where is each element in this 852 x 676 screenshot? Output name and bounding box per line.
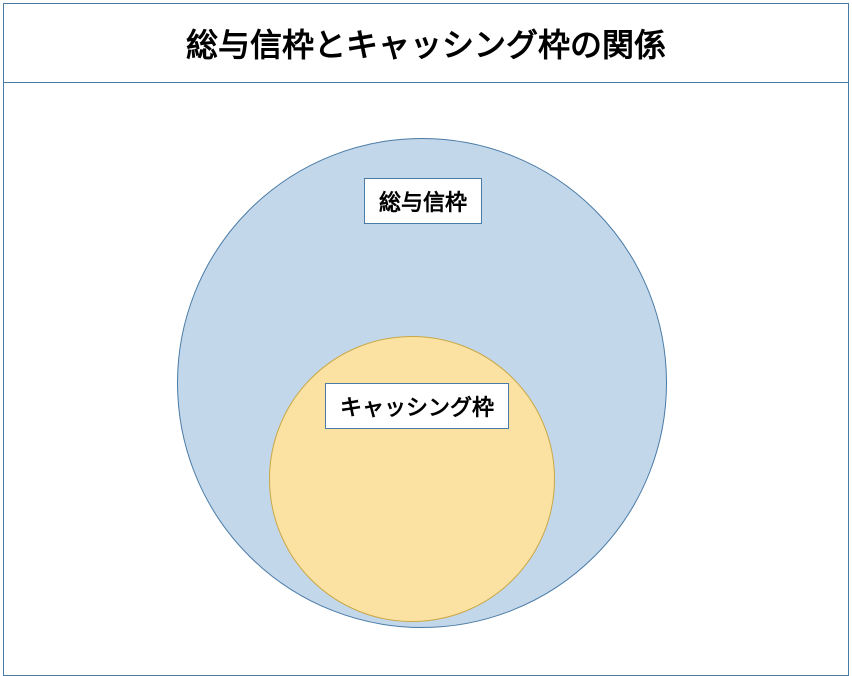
diagram-container: 総与信枠とキャッシング枠の関係 総与信枠 キャッシング枠 bbox=[0, 0, 852, 675]
title-box: 総与信枠とキャッシング枠の関係 bbox=[3, 3, 849, 83]
outer-circle-label: 総与信枠 bbox=[364, 178, 482, 224]
inner-circle-label: キャッシング枠 bbox=[325, 383, 509, 429]
title-text: 総与信枠とキャッシング枠の関係 bbox=[186, 27, 666, 63]
inner-circle bbox=[269, 336, 555, 622]
diagram-area: 総与信枠 キャッシング枠 bbox=[3, 83, 849, 676]
